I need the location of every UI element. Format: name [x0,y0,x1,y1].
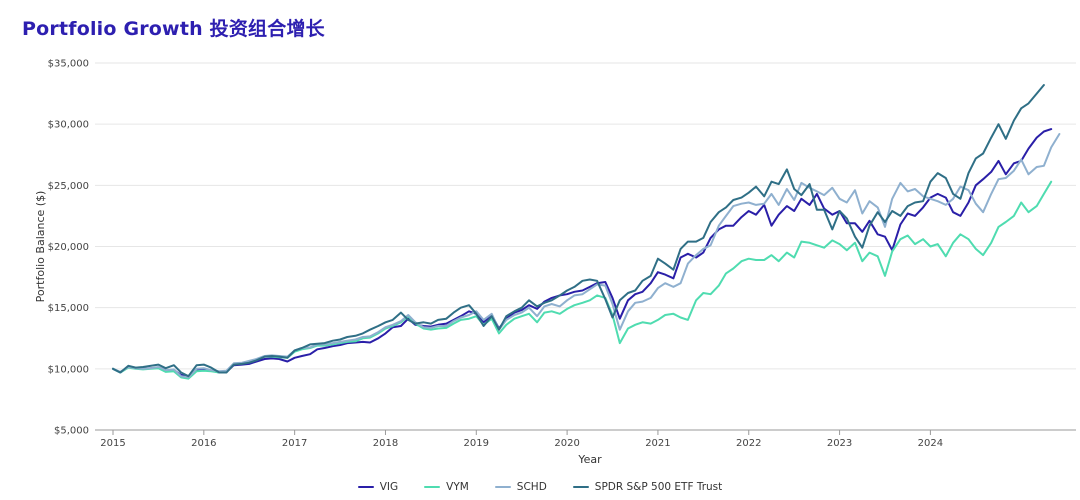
series-lines [112,84,1061,380]
legend-label: VYM [446,481,469,493]
series-line-vig [112,128,1053,378]
legend-swatch [424,485,441,489]
x-tick-label: 2018 [373,438,398,449]
x-tick-label: 2023 [827,438,852,449]
x-tick-label: 2024 [918,438,943,449]
x-tick-label: 2022 [736,438,761,449]
y-tick-label: $15,000 [48,303,89,314]
legend-label: SPDR S&P 500 ETF Trust [594,481,723,493]
x-tick-label: 2020 [554,438,579,449]
grid-lines [95,62,1076,431]
y-tick-label: $25,000 [48,181,89,192]
y-tick-label: $30,000 [48,120,89,131]
y-tick-label: $5,000 [54,426,89,437]
legend-swatch [494,485,511,489]
y-axis-title: Portfolio Balance ($) [34,191,47,303]
x-tick-label: 2021 [645,438,670,449]
portfolio-growth-chart: $5,000 $10,000 $15,000 $20,000 $25,000 $30,00… [34,59,1076,466]
x-tick-label: 2016 [191,438,216,449]
page-title: Portfolio Growth 投资组合增长 [22,18,325,40]
chart-legend: VIG VYM SCHD SPDR S&P 500 ETF Trust [0,481,1080,493]
x-tick-label: 2017 [282,438,307,449]
legend-label: VIG [379,481,399,493]
x-tick-label: 2019 [464,438,489,449]
x-tick-label: 2015 [100,438,125,449]
series-line-spdr [112,84,1045,378]
legend-item-spdr[interactable]: SPDR S&P 500 ETF Trust [572,481,723,493]
legend-item-vym[interactable]: VYM [424,481,469,493]
y-tick-label: $20,000 [48,242,89,253]
x-axis-title: Year [577,453,602,466]
series-line-schd [112,133,1061,379]
y-tick-label: $10,000 [48,364,89,375]
legend-swatch [357,485,374,489]
legend-item-vig[interactable]: VIG [357,481,399,493]
legend-label: SCHD [516,481,547,493]
legend-item-schd[interactable]: SCHD [494,481,547,493]
y-tick-label: $35,000 [48,59,89,70]
axes: $5,000 $10,000 $15,000 $20,000 $25,000 $30,00… [48,59,1076,449]
legend-swatch [572,485,589,489]
